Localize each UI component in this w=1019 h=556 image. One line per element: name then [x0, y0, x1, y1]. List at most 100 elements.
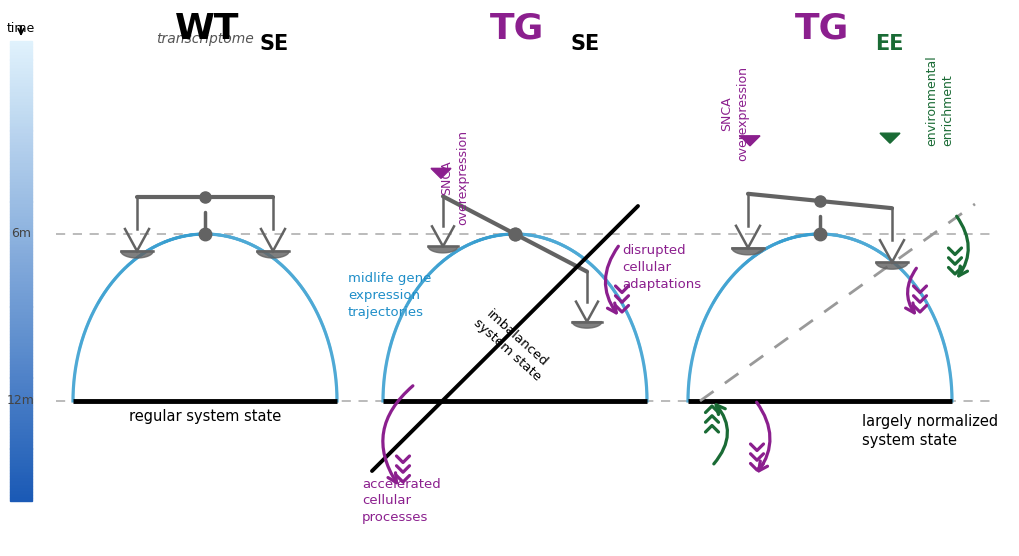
Bar — [10, 146, 32, 149]
Bar — [10, 387, 32, 390]
Bar — [10, 340, 32, 344]
Text: 12m: 12m — [7, 395, 35, 408]
Text: time: time — [7, 22, 35, 35]
Bar — [10, 312, 32, 316]
Bar — [10, 449, 32, 451]
Bar — [10, 201, 32, 205]
Bar — [10, 304, 32, 306]
Bar — [10, 91, 32, 93]
Text: transcriptome: transcriptome — [156, 32, 254, 46]
Bar — [10, 53, 32, 57]
Bar — [10, 371, 32, 374]
Bar — [10, 93, 32, 97]
Text: SE: SE — [260, 34, 289, 54]
Bar — [10, 276, 32, 279]
Bar — [10, 492, 32, 495]
Bar — [10, 223, 32, 226]
Bar — [10, 272, 32, 276]
Bar — [10, 310, 32, 312]
Text: SNCA
overexpression: SNCA overexpression — [440, 131, 469, 226]
Bar — [10, 118, 32, 121]
Bar — [10, 97, 32, 100]
Bar — [10, 69, 32, 72]
Bar — [10, 167, 32, 171]
Bar — [10, 464, 32, 467]
Bar — [10, 334, 32, 337]
Bar — [10, 297, 32, 300]
Bar — [10, 257, 32, 260]
Bar — [10, 186, 32, 189]
Bar — [10, 483, 32, 485]
Bar — [10, 380, 32, 384]
Bar — [10, 211, 32, 214]
Bar — [10, 198, 32, 201]
Bar — [10, 125, 32, 127]
Bar — [10, 439, 32, 443]
Bar — [10, 291, 32, 294]
Bar — [10, 84, 32, 87]
Bar — [10, 112, 32, 115]
Bar — [10, 195, 32, 198]
Bar — [10, 443, 32, 445]
Bar — [10, 254, 32, 257]
Bar — [10, 489, 32, 492]
Bar — [10, 455, 32, 458]
Bar — [10, 399, 32, 402]
Bar — [10, 131, 32, 133]
Bar — [10, 362, 32, 365]
Bar — [10, 300, 32, 304]
Bar — [10, 239, 32, 242]
Bar — [10, 378, 32, 381]
Bar — [10, 87, 32, 91]
Bar — [10, 470, 32, 473]
Bar — [10, 171, 32, 174]
Bar — [10, 205, 32, 208]
Bar — [10, 248, 32, 251]
Text: SE: SE — [570, 34, 599, 54]
Bar — [10, 158, 32, 161]
Bar — [10, 140, 32, 143]
Text: environmental
enrichment: environmental enrichment — [924, 56, 953, 146]
Text: imbalanced
system state: imbalanced system state — [470, 305, 552, 383]
Bar — [10, 44, 32, 47]
Bar — [10, 72, 32, 75]
Bar — [10, 214, 32, 217]
Bar — [10, 270, 32, 272]
Text: TG: TG — [489, 12, 543, 46]
Bar — [10, 458, 32, 461]
Bar — [10, 331, 32, 334]
Bar — [10, 75, 32, 78]
Text: 6m: 6m — [11, 227, 31, 241]
Bar — [10, 473, 32, 476]
Bar — [10, 418, 32, 421]
Polygon shape — [879, 133, 899, 143]
Bar — [10, 359, 32, 362]
Bar — [10, 356, 32, 359]
Bar — [10, 282, 32, 285]
Bar — [10, 245, 32, 248]
Bar — [10, 433, 32, 436]
Bar — [10, 183, 32, 186]
Bar — [10, 451, 32, 455]
Bar — [10, 56, 32, 59]
Bar — [10, 279, 32, 282]
Text: midlife gene
expression
trajectories: midlife gene expression trajectories — [347, 272, 431, 320]
Bar — [10, 155, 32, 158]
Bar — [10, 405, 32, 409]
Bar — [10, 137, 32, 140]
Bar — [10, 337, 32, 340]
Bar — [10, 411, 32, 415]
Text: TG: TG — [794, 12, 848, 46]
Bar — [10, 319, 32, 322]
Bar — [10, 165, 32, 167]
Bar — [10, 232, 32, 236]
Bar — [10, 217, 32, 220]
Polygon shape — [120, 251, 153, 258]
Bar — [10, 50, 32, 53]
Bar — [10, 384, 32, 387]
Bar — [10, 479, 32, 483]
Bar — [10, 285, 32, 288]
Bar — [10, 78, 32, 81]
Bar — [10, 173, 32, 177]
Bar — [10, 393, 32, 396]
